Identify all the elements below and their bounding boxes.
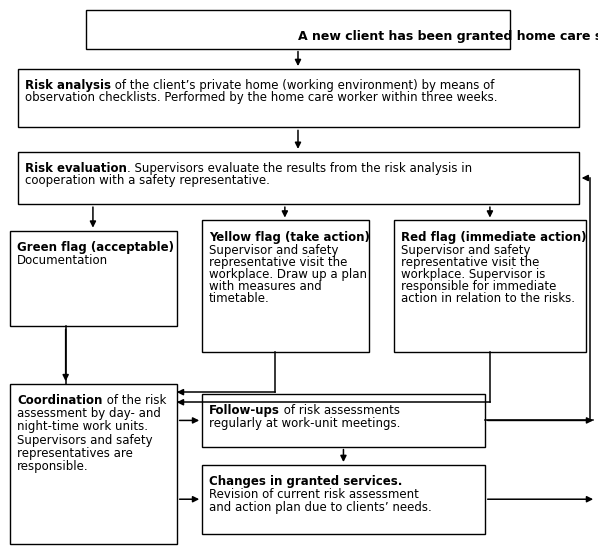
Bar xyxy=(394,220,586,352)
Text: Documentation: Documentation xyxy=(17,254,108,267)
Text: Risk evaluation: Risk evaluation xyxy=(25,162,127,175)
Text: regularly at work-unit meetings.: regularly at work-unit meetings. xyxy=(209,418,401,430)
Text: cooperation with a safety representative.: cooperation with a safety representative… xyxy=(25,174,270,187)
Text: of risk assessments: of risk assessments xyxy=(280,404,400,417)
Bar xyxy=(202,220,369,352)
Bar xyxy=(10,231,177,326)
Bar xyxy=(86,11,510,49)
Text: workplace. Draw up a plan: workplace. Draw up a plan xyxy=(209,268,367,281)
Text: Green flag (acceptable): Green flag (acceptable) xyxy=(17,241,174,254)
Text: Red flag (immediate action): Red flag (immediate action) xyxy=(401,231,587,244)
Bar xyxy=(202,465,485,534)
Text: representative visit the: representative visit the xyxy=(401,256,539,269)
Bar xyxy=(18,152,579,204)
Text: Supervisors and safety: Supervisors and safety xyxy=(17,434,153,446)
Text: Supervisor and safety: Supervisor and safety xyxy=(401,244,530,257)
Bar xyxy=(202,394,485,446)
Text: Yellow flag (take action): Yellow flag (take action) xyxy=(209,231,370,244)
Text: and action plan due to clients’ needs.: and action plan due to clients’ needs. xyxy=(209,502,432,514)
Text: action in relation to the risks.: action in relation to the risks. xyxy=(401,292,575,305)
Text: of the risk: of the risk xyxy=(102,394,166,407)
Text: night-time work units.: night-time work units. xyxy=(17,420,148,434)
Text: Revision of current risk assessment: Revision of current risk assessment xyxy=(209,488,419,501)
Text: responsible.: responsible. xyxy=(17,460,89,473)
Text: Changes in granted services.: Changes in granted services. xyxy=(209,475,402,488)
Text: representatives are: representatives are xyxy=(17,446,133,460)
Text: . Supervisors evaluate the results from the risk analysis in: . Supervisors evaluate the results from … xyxy=(127,162,472,175)
Text: workplace. Supervisor is: workplace. Supervisor is xyxy=(401,268,545,281)
Text: representative visit the: representative visit the xyxy=(209,256,347,269)
Text: assessment by day- and: assessment by day- and xyxy=(17,408,161,420)
Bar xyxy=(10,384,177,544)
Text: with measures and: with measures and xyxy=(209,280,322,293)
Text: responsible for immediate: responsible for immediate xyxy=(401,280,556,293)
Text: observation checklists. Performed by the home care worker within three weeks.: observation checklists. Performed by the… xyxy=(25,91,498,104)
Text: A new client has been granted home care services: A new client has been granted home care … xyxy=(298,29,598,42)
Text: Follow-ups: Follow-ups xyxy=(209,404,280,417)
Text: of the client’s private home (working environment) by means of: of the client’s private home (working en… xyxy=(111,79,495,92)
Text: Coordination: Coordination xyxy=(17,394,102,407)
Bar xyxy=(18,69,579,127)
Text: Supervisor and safety: Supervisor and safety xyxy=(209,244,338,257)
Text: Risk analysis: Risk analysis xyxy=(25,79,111,92)
Text: timetable.: timetable. xyxy=(209,292,270,305)
